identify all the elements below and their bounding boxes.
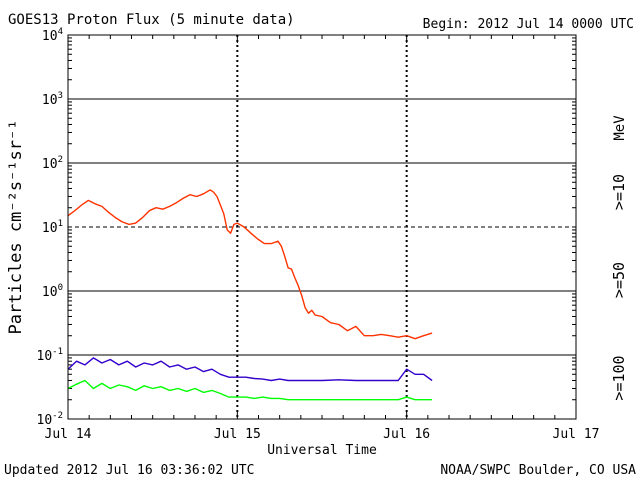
series-layer (67, 189, 433, 401)
series-line-50 (67, 357, 433, 382)
x-tick-label: Jul 15 (214, 427, 261, 442)
y-tick-base: 10 (37, 413, 53, 428)
x-tick-label: Jul 14 (45, 427, 92, 442)
x-tick-label: Jul 17 (553, 427, 600, 442)
chart-title: GOES13 Proton Flux (5 minute data) (8, 12, 295, 28)
y-tick-label: 101 (42, 219, 63, 236)
y-tick-label: 102 (42, 155, 63, 172)
y-tick-label: 100 (42, 283, 63, 300)
x-tick-labels: Jul 14 Jul 15 Jul 16 Jul 17 (45, 427, 600, 442)
y-tick-base: 10 (42, 285, 58, 300)
y-tick-base: 10 (42, 157, 58, 172)
y-tick-base: 10 (42, 221, 58, 236)
begin-label: Begin: 2012 Jul 14 0000 UTC (423, 17, 634, 32)
legend-ge10: >=10 (610, 174, 628, 210)
y-tick-label: 104 (42, 27, 63, 44)
y-axis-label: Particles cm⁻²s⁻¹sr⁻¹ (6, 120, 26, 335)
y-tick-exponent: -1 (52, 347, 63, 357)
y-tick-base: 10 (37, 349, 53, 364)
x-axis-label: Universal Time (267, 443, 377, 458)
y-tick-exponent: 4 (58, 27, 63, 37)
y-tick-base: 10 (42, 93, 58, 108)
source-credit: NOAA/SWPC Boulder, CO USA (440, 463, 636, 478)
y-tick-label: 103 (42, 91, 63, 108)
y-tick-exponent: 1 (58, 219, 63, 229)
x-tick-label: Jul 16 (383, 427, 430, 442)
units-label: MeV (612, 115, 628, 141)
y-tick-exponent: 3 (58, 91, 63, 101)
series-line-100 (67, 379, 433, 401)
y-tick-base: 10 (42, 29, 58, 44)
y-tick-exponent: -2 (52, 411, 63, 421)
series-line-10 (67, 189, 433, 340)
updated-timestamp: Updated 2012 Jul 16 03:36:02 UTC (4, 463, 254, 478)
legend-ge100: >=100 (610, 355, 628, 400)
plot-frame (67, 34, 577, 420)
y-tick-exponent: 0 (58, 283, 63, 293)
grid-layer (67, 35, 577, 419)
y-tick-label: 10-2 (37, 411, 64, 428)
y-tick-label: 10-1 (37, 347, 64, 364)
y-tick-exponent: 2 (58, 155, 63, 165)
legend-ge50: >=50 (610, 262, 628, 298)
